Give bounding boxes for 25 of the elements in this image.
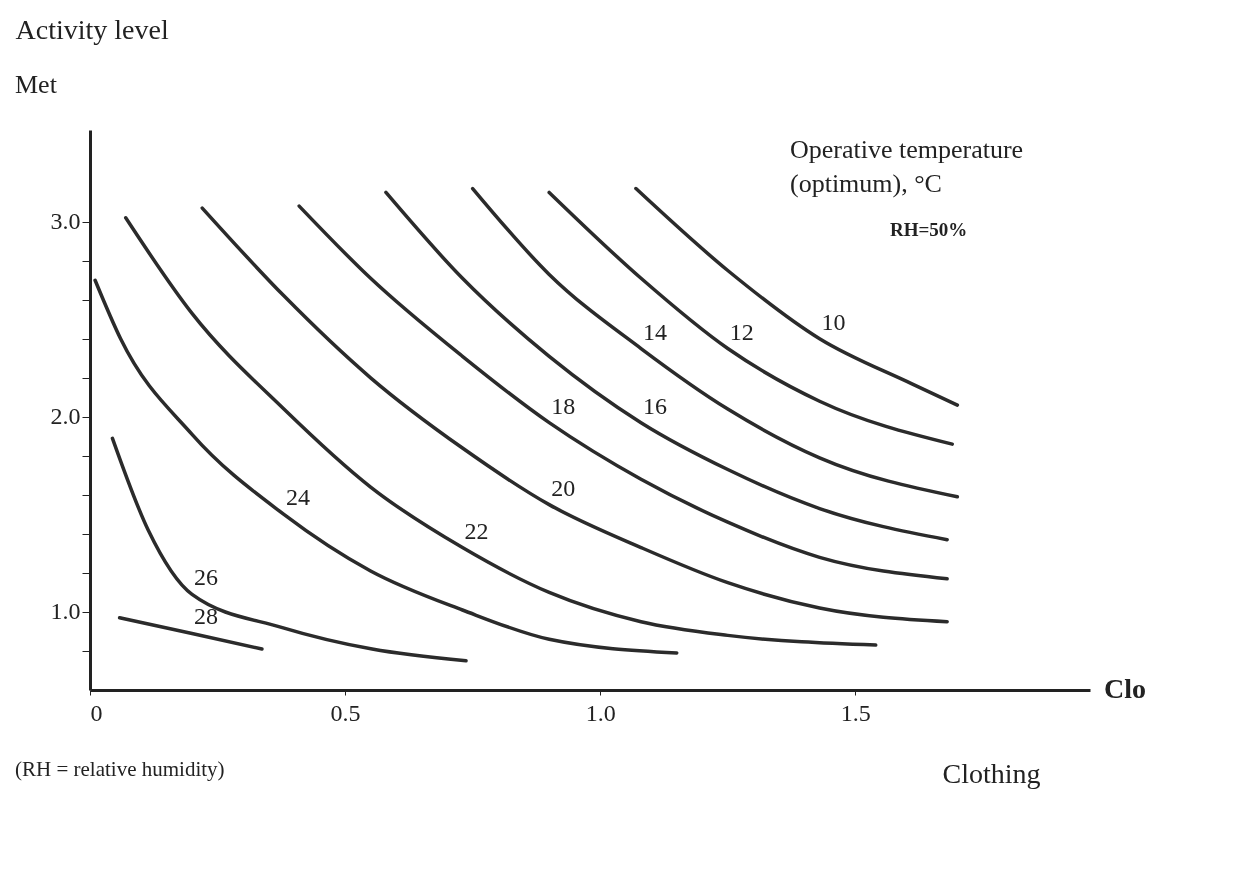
series-label: 10 [821, 308, 846, 335]
text: (RH = relative humidity) [15, 757, 225, 781]
text: Met [15, 70, 58, 99]
y-tick-label: 1.0 [50, 598, 81, 625]
series-label: 14 [643, 318, 668, 345]
series-label: 20 [551, 474, 576, 501]
x-tick-label: 1.5 [840, 699, 871, 726]
annotation: RH=50% [890, 219, 968, 240]
y-tick-label: 3.0 [50, 208, 81, 235]
series-label: 28 [194, 603, 219, 630]
series-label: 18 [551, 392, 576, 419]
y-tick-label: 2.0 [50, 403, 81, 430]
x-tick-label: 0 [90, 699, 103, 726]
annotation: Operative temperature (optimum), °C [790, 135, 1024, 198]
y-axis-title: Activity level [15, 13, 169, 45]
series-label: 16 [643, 392, 668, 419]
x-axis-title: Clothing [942, 757, 1041, 789]
x-tick-label: 0.5 [330, 699, 361, 726]
line-series [123, 216, 878, 647]
series-label: 12 [729, 318, 754, 345]
series-label: 22 [464, 517, 489, 544]
text: Clo [1104, 673, 1146, 704]
series-label: 24 [285, 484, 310, 511]
series-label: 26 [194, 564, 219, 591]
x-tick-label: 1.0 [585, 699, 616, 726]
